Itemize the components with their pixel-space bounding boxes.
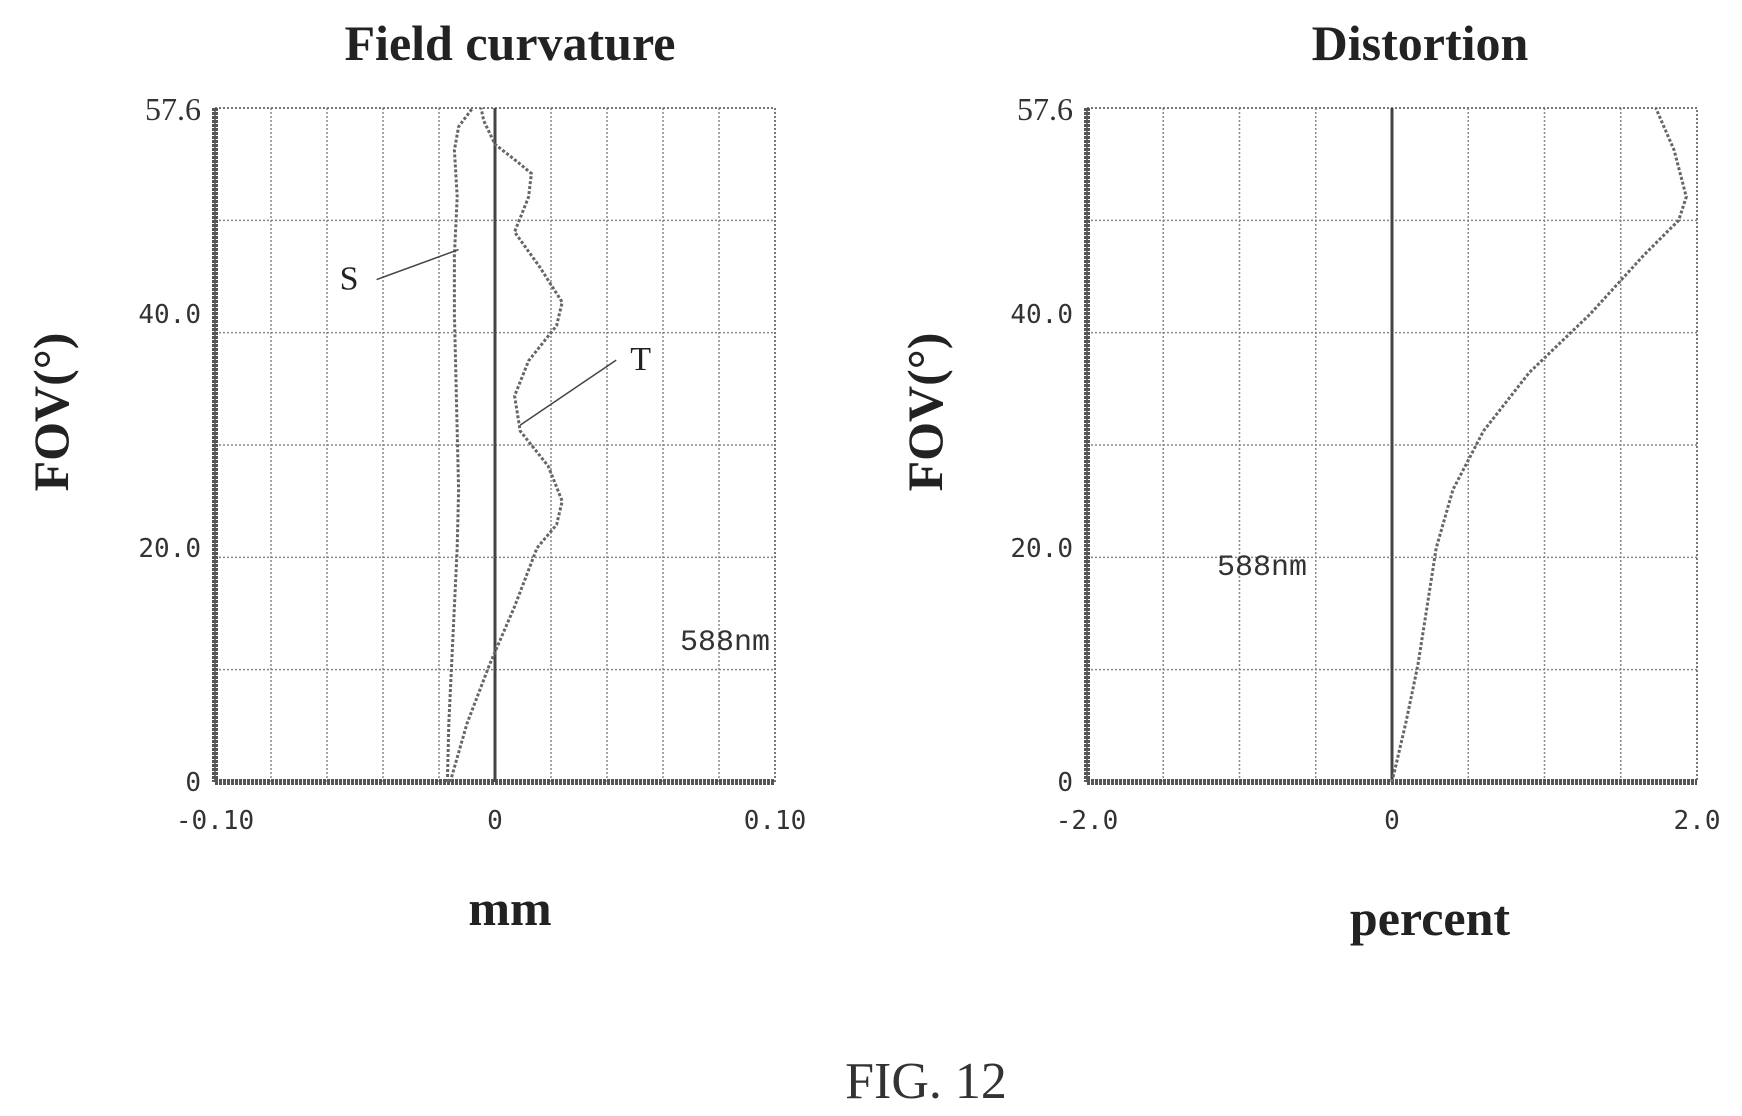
chart-title: Distortion [1312, 15, 1529, 71]
y-tick-label: 40.0 [138, 300, 201, 330]
y-tick-labels: 0 20.0 40.0 57.6 [138, 91, 201, 798]
y-tick-label: 0 [185, 768, 201, 798]
x-tick-label: 0 [487, 806, 503, 836]
y-axis-title: FOV(°) [897, 333, 953, 492]
annotation-leader-line [519, 359, 617, 426]
series-annotation-label: S [340, 261, 359, 298]
chart-title: Field curvature [345, 15, 676, 71]
x-tick-label: -0.10 [176, 806, 254, 836]
x-tick-label: 0 [1384, 806, 1400, 836]
y-axis-title: FOV(°) [23, 333, 79, 492]
annotation-leader-line [376, 248, 459, 281]
series-line [1390, 107, 1688, 783]
wavelength-label: 588nm [680, 626, 770, 660]
series-s-line [445, 107, 474, 783]
wavelength-label: 588nm [1217, 551, 1307, 585]
y-tick-label: 20.0 [1010, 534, 1073, 564]
series-t-line [448, 107, 564, 783]
x-tick-labels: -2.0 0 2.0 [1056, 806, 1721, 836]
y-tick-labels: 0 20.0 40.0 57.6 [1010, 91, 1073, 798]
distortion-chart: Distortion -2.0 0 2.0 020.040.057.6 588nm … [897, 15, 1720, 946]
x-tick-labels: -0.10 0 0.10 [176, 806, 806, 836]
figure-caption: FIG. 12 [845, 1053, 1007, 1110]
field-curvature-chart: Field curvature ST -0.10 0 0.10 020.040.05… [23, 15, 806, 936]
x-tick-label: 0.10 [744, 806, 807, 836]
x-tick-label: -2.0 [1056, 806, 1119, 836]
x-axis-title: percent [1350, 890, 1510, 946]
y-tick-label: 0 [1057, 768, 1073, 798]
y-tick-label: 40.0 [1010, 300, 1073, 330]
x-axis-title: mm [468, 880, 551, 936]
series-group [1390, 107, 1688, 783]
annotation-group: ST [340, 248, 651, 426]
series-annotation-label: T [630, 341, 651, 378]
x-tick-label: 2.0 [1674, 806, 1721, 836]
y-tick-label: 20.0 [138, 534, 201, 564]
series-group [445, 107, 564, 783]
y-tick-label: 57.6 [145, 91, 201, 127]
y-tick-label: 57.6 [1017, 91, 1073, 127]
